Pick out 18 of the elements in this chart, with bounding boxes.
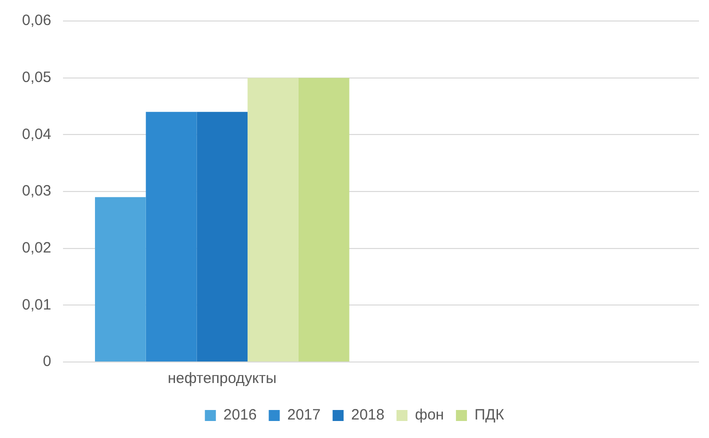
- bar: [196, 112, 248, 362]
- legend-label: фон: [414, 406, 444, 424]
- y-tick-label: 0,02: [22, 239, 52, 256]
- legend-label: 2017: [287, 406, 321, 424]
- bar: [248, 78, 298, 362]
- y-tick-label: 0,04: [22, 126, 52, 143]
- legend-label: 2018: [351, 406, 384, 424]
- y-tick-label: 0: [42, 353, 52, 370]
- y-tick-label: 0,06: [22, 12, 52, 30]
- y-tick-label: 0,01: [22, 296, 52, 314]
- x-tick-label: нефтепродукты: [168, 370, 277, 388]
- y-tick-label: 0,03: [22, 182, 52, 200]
- bar: [298, 78, 350, 362]
- y-tick-label: 0,05: [22, 68, 52, 86]
- legend-label: 2016: [223, 406, 257, 424]
- bar: [146, 112, 197, 362]
- bar: [94, 197, 146, 362]
- legend-label: ПДК: [474, 406, 504, 424]
